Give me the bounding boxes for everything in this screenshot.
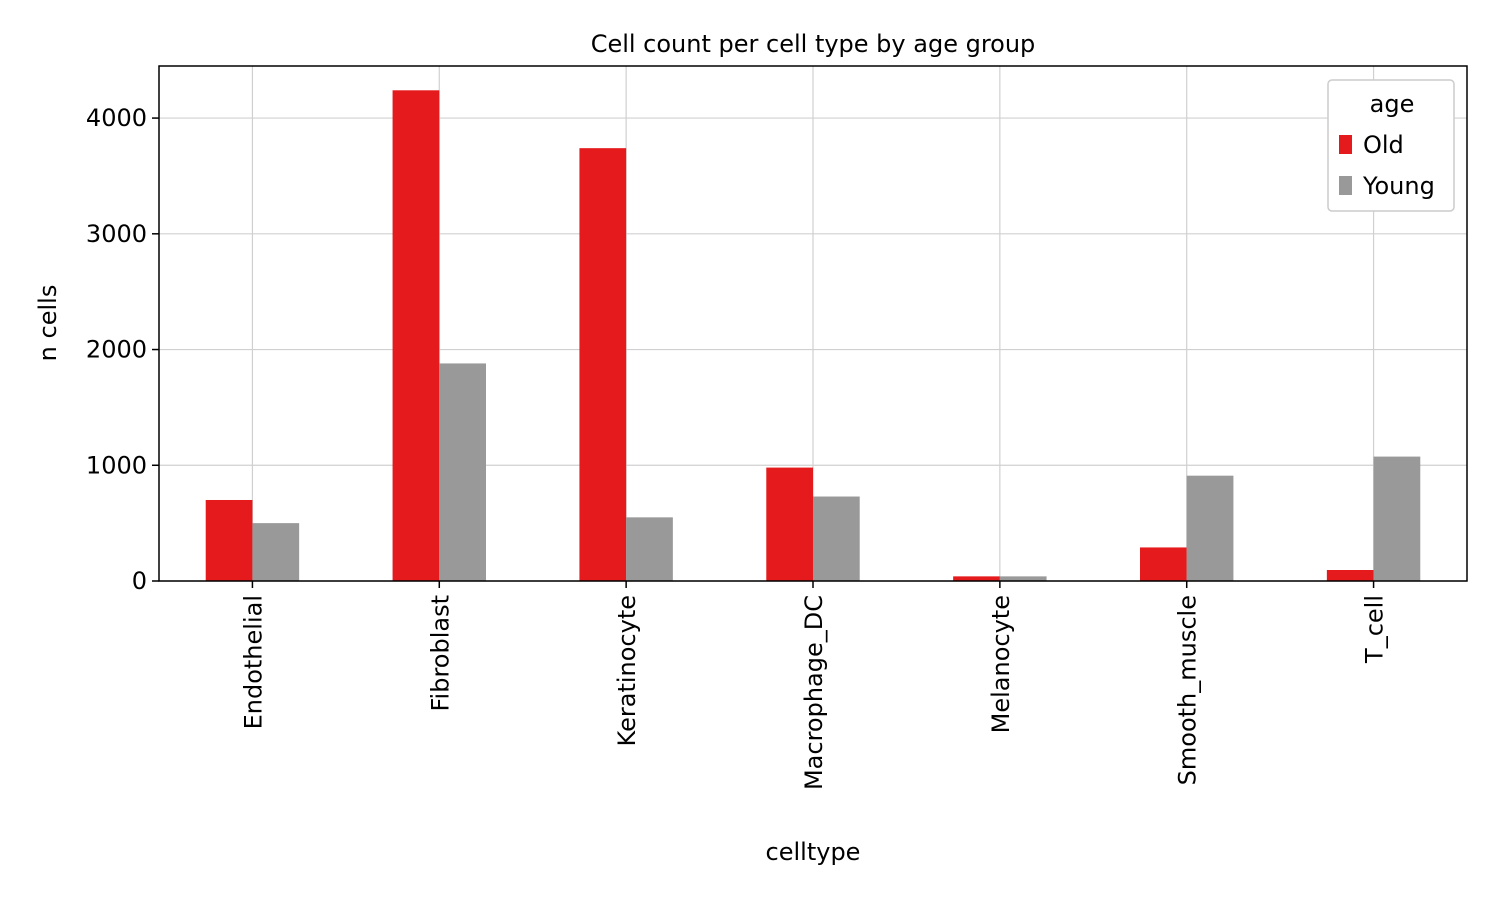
y-axis-label: n cells [34, 285, 62, 362]
legend-label-old: Old [1363, 131, 1404, 159]
legend: age Old Young [1327, 79, 1455, 212]
legend-label-young: Young [1362, 172, 1435, 200]
x-tick-label: Endothelial [239, 595, 267, 729]
x-tick-label: Keratinocyte [613, 595, 641, 746]
chart-title: Cell count per cell type by age group [591, 30, 1036, 58]
bar-young-t-cell [1373, 456, 1421, 581]
bars [205, 90, 1421, 582]
bar-young-smooth-muscle [1186, 475, 1234, 581]
bar-old-macrophage-dc [766, 467, 813, 581]
y-tick-label: 1000 [86, 451, 147, 479]
x-tick-label: T_cell [1361, 595, 1389, 664]
y-tick-label: 3000 [86, 220, 147, 248]
x-tick-label: Smooth_muscle [1174, 595, 1202, 785]
bar-young-keratinocyte [626, 517, 673, 581]
y-tick-label: 2000 [86, 336, 147, 364]
ticks: 0 1000 2000 3000 4000 Endothelial Fibroblast Ke… [86, 104, 1389, 790]
bar-old-fibroblast [392, 90, 440, 581]
legend-swatch-old [1339, 135, 1352, 154]
bar-old-endothelial [205, 499, 253, 581]
x-tick-label: Macrophage_DC [800, 595, 828, 790]
y-tick-label: 0 [132, 567, 147, 595]
bar-young-melanocyte [999, 576, 1047, 581]
bar-old-keratinocyte [579, 148, 627, 582]
bar-old-melanocyte [953, 576, 1000, 581]
x-tick-label: Fibroblast [426, 595, 454, 712]
bar-young-fibroblast [439, 363, 486, 581]
legend-title: age [1370, 90, 1415, 118]
legend-box [1327, 79, 1455, 212]
legend-swatch-young [1339, 176, 1352, 195]
y-tick-label: 4000 [86, 104, 147, 132]
bar-old-smooth-muscle [1140, 547, 1187, 581]
x-tick-label: Melanocyte [987, 595, 1015, 733]
x-axis-label: celltype [766, 838, 861, 866]
bar-old-t-cell [1326, 570, 1374, 581]
bar-young-macrophage-dc [813, 496, 860, 581]
bar-young-endothelial [252, 523, 300, 581]
